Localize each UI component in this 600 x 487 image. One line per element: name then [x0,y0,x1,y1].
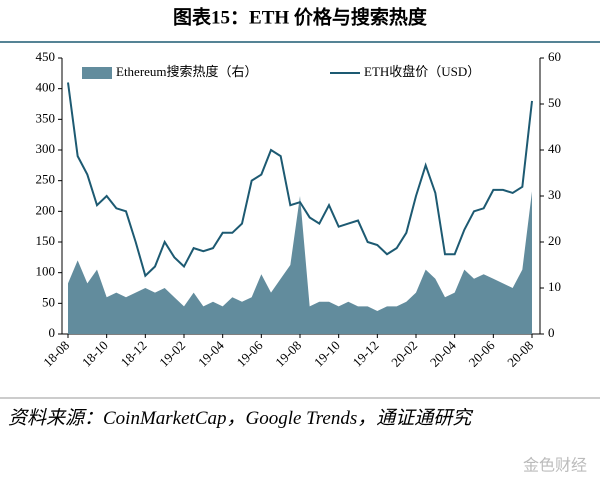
y-tick-label: 300 [36,141,56,156]
y2-tick-label: 10 [548,279,561,294]
x-tick-label: 19-08 [272,338,304,370]
y-tick-label: 250 [36,172,56,187]
x-tick-label: 18-08 [40,338,72,370]
area [68,191,532,334]
x-tick-label: 19-12 [350,338,382,370]
x-tick-label: 19-02 [156,338,188,370]
legend-label: ETH收盘价（USD） [364,64,480,79]
source: 资料来源：CoinMarketCap，Google Trends，通证通研究 [8,408,472,429]
y2-tick-label: 50 [548,95,561,110]
y2-tick-label: 0 [548,325,555,340]
y2-tick-label: 40 [548,141,561,156]
y-tick-label: 350 [36,110,56,125]
x-tick-label: 20-04 [427,337,459,369]
chart-title: 图表15：ETH 价格与搜索热度 [173,5,428,28]
x-tick-label: 19-04 [195,337,227,369]
y2-tick-label: 20 [548,233,561,248]
y-tick-label: 150 [36,233,56,248]
x-tick-label: 18-12 [118,338,150,370]
x-tick-label: 19-06 [234,337,266,369]
line [67,82,533,278]
y2-tick-label: 30 [548,187,561,202]
y-tick-label: 0 [49,325,56,340]
y-tick-label: 450 [36,49,56,64]
legend-label: Ethereum搜索热度（右） [116,64,258,79]
x-tick-label: 20-08 [504,338,536,370]
y-tick-label: 400 [36,80,56,95]
x-tick-label: 19-10 [311,338,343,370]
y2-tick-label: 60 [548,49,561,64]
x-tick-label: 18-10 [79,338,111,370]
legend-swatch [82,67,112,79]
y-tick-label: 100 [36,264,56,279]
x-tick-label: 20-06 [466,337,498,369]
y-tick-label: 200 [36,202,56,217]
source-box: 资料来源：CoinMarketCap，Google Trends，通证通研究 [8,408,472,429]
y-tick-label: 50 [42,294,55,309]
watermark: 金色财经 [523,456,587,475]
x-tick-label: 20-02 [388,338,420,370]
